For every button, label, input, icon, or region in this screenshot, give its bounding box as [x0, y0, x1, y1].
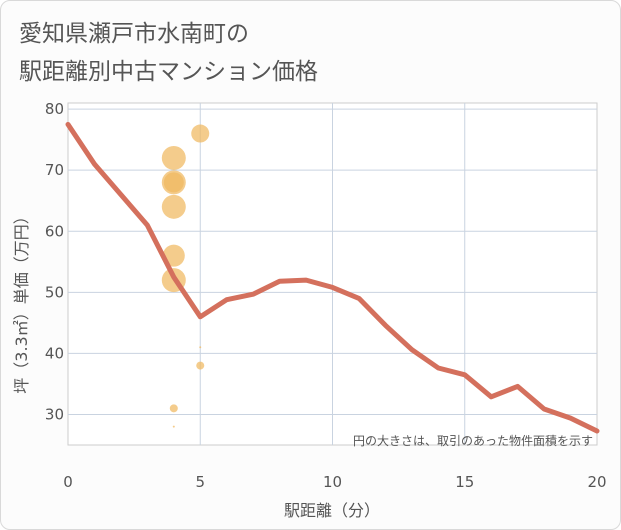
bubble-size-note: 円の大きさは、取引のあった物件面積を示す	[353, 433, 593, 448]
x-axis-title: 駅距離（分）	[284, 501, 380, 520]
bubble-1	[161, 145, 186, 170]
y-tick-label-60: 60	[45, 222, 64, 240]
bubble-4	[161, 194, 186, 219]
chart-title-line-1: 愛知県瀬戸市水南町の	[19, 21, 249, 47]
y-axis-title: 坪（3.3㎡）単価（万円）	[12, 208, 31, 393]
x-tick-label-5: 5	[195, 473, 205, 491]
y-tick-label-30: 30	[45, 405, 64, 423]
x-tick-label-10: 10	[323, 473, 342, 491]
chart-title-line-2: 駅距離別中古マンション価格	[19, 59, 318, 85]
bubble-10	[172, 425, 175, 428]
bubble-9	[169, 404, 178, 413]
y-axis-tick-labels: 30 40 50 60 70 80	[45, 100, 64, 423]
y-tick-label-40: 40	[45, 344, 64, 362]
gridlines	[68, 103, 597, 445]
bubble-8	[196, 361, 205, 370]
y-tick-label-50: 50	[45, 283, 64, 301]
bubble-7	[199, 346, 202, 349]
x-tick-label-20: 20	[587, 473, 606, 491]
average-price-line	[65, 121, 600, 434]
bubble-0	[191, 124, 210, 143]
x-tick-label-15: 15	[455, 473, 474, 491]
x-axis-tick-labels: 0 5 10 15 20	[63, 473, 606, 491]
chart-title: 愛知県瀬戸市水南町の 駅距離別中古マンション価格	[19, 15, 318, 91]
y-tick-label-70: 70	[45, 161, 64, 179]
y-tick-label-80: 80	[45, 100, 64, 118]
bubble-3	[163, 172, 184, 193]
x-tick-label-0: 0	[63, 473, 73, 491]
